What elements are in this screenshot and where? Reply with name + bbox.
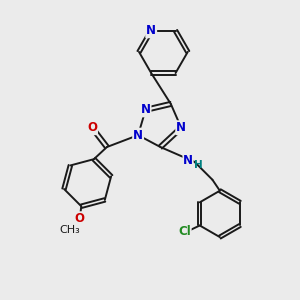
Text: O: O: [87, 121, 97, 134]
Text: N: N: [176, 121, 186, 134]
Text: N: N: [146, 24, 156, 37]
Text: H: H: [194, 160, 203, 170]
Text: N: N: [133, 129, 143, 142]
Text: O: O: [75, 212, 85, 225]
Text: CH₃: CH₃: [59, 225, 80, 235]
Text: N: N: [140, 103, 151, 116]
Text: N: N: [183, 154, 193, 167]
Text: Cl: Cl: [178, 225, 191, 238]
